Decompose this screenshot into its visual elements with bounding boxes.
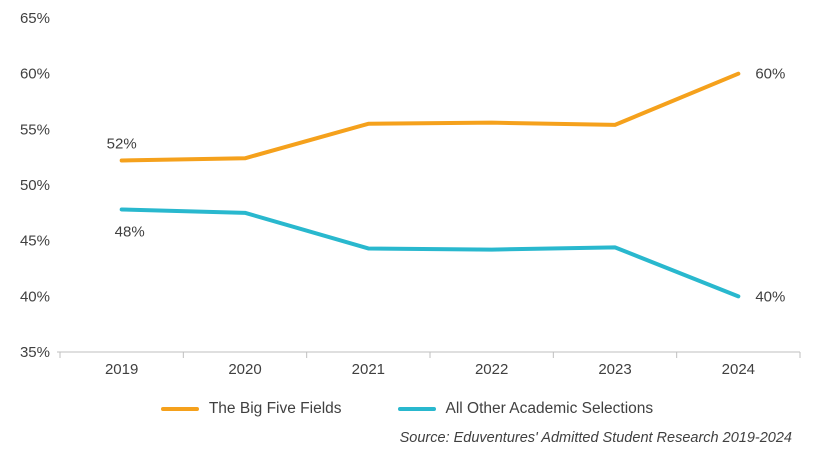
series-line-1 bbox=[119, 207, 741, 299]
data-label-series1-end: 40% bbox=[755, 288, 785, 305]
y-tick-label: 45% bbox=[20, 233, 50, 250]
y-tick-label: 35% bbox=[20, 344, 50, 361]
legend-label-all-other-selections: All Other Academic Selections bbox=[445, 400, 654, 417]
data-label-series0-end: 60% bbox=[755, 66, 785, 83]
x-tick-label: 2019 bbox=[105, 361, 138, 378]
x-tick-label: 2023 bbox=[598, 361, 631, 378]
legend-item-big-five-fields: The Big Five Fields bbox=[160, 400, 342, 418]
x-tick-label: 2024 bbox=[722, 361, 755, 378]
line-chart: 35% 40% 45% 50% 55% 60% 65% 2019 2020 2021 2022 202… bbox=[20, 10, 801, 378]
y-tick-label: 55% bbox=[20, 121, 50, 138]
legend: The Big Five Fields All Other Academic S… bbox=[0, 396, 814, 422]
legend-swatch-all-other-selections bbox=[397, 407, 436, 411]
x-tick-label: 2021 bbox=[352, 361, 385, 378]
legend-item-all-other-selections: All Other Academic Selections bbox=[397, 400, 654, 418]
data-label-series0-start: 52% bbox=[107, 136, 137, 153]
source-note: Source: Eduventures' Admitted Student Re… bbox=[399, 430, 792, 446]
y-tick-label: 50% bbox=[20, 177, 50, 194]
legend-swatch-big-five-fields bbox=[160, 407, 199, 411]
y-tick-label: 40% bbox=[20, 288, 50, 305]
y-tick-label: 65% bbox=[20, 10, 50, 27]
data-label-series1-start: 48% bbox=[115, 223, 145, 240]
x-tick-label: 2022 bbox=[475, 361, 508, 378]
x-tick-label: 2020 bbox=[228, 361, 261, 378]
series-line-0 bbox=[119, 71, 741, 163]
y-tick-label: 60% bbox=[20, 66, 50, 83]
legend-label-big-five-fields: The Big Five Fields bbox=[208, 400, 342, 417]
